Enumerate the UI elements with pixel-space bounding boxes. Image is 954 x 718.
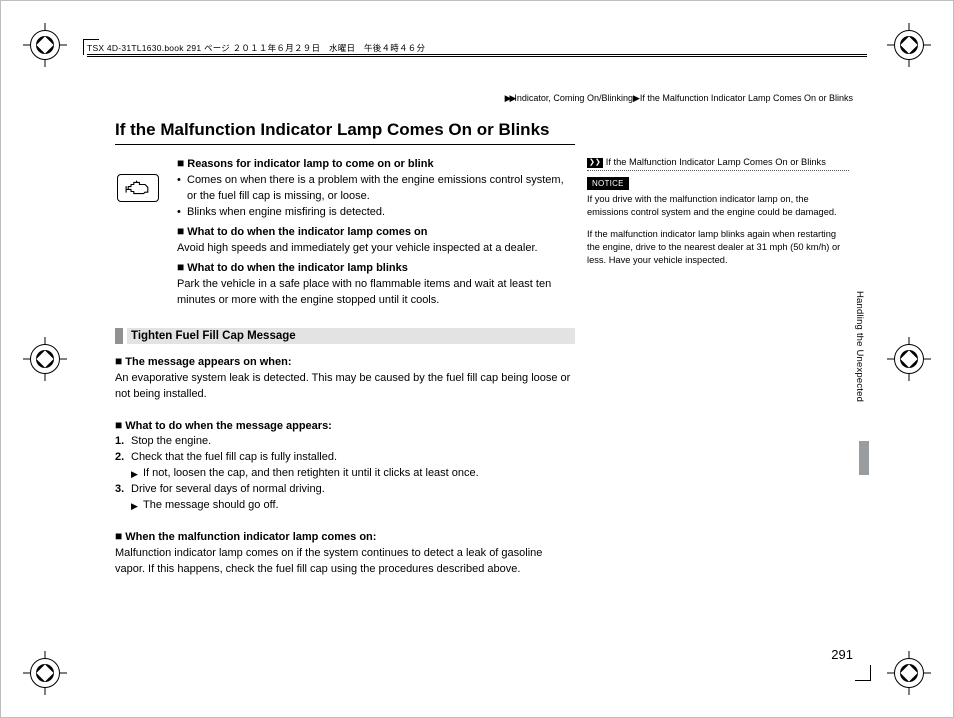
crop-mark xyxy=(855,665,871,681)
header-rule xyxy=(87,54,867,57)
section-bar-tab xyxy=(115,328,123,344)
registration-mark xyxy=(23,337,67,381)
bullet-item: Blinks when engine misfiring is detected… xyxy=(177,205,575,221)
page-title: If the Malfunction Indicator Lamp Comes … xyxy=(115,119,575,140)
registration-mark xyxy=(887,651,931,695)
sidebar-paragraph: If you drive with the malfunction indica… xyxy=(587,193,849,219)
square-bullet-icon: ■ xyxy=(177,260,184,274)
step-number: 3. xyxy=(115,482,124,498)
step-number: 1. xyxy=(115,434,124,450)
heading-mil: When the malfunction indicator lamp come… xyxy=(125,531,376,543)
chapter-tab: Handling the Unexpected xyxy=(849,291,869,451)
step-subtext: If not, loosen the cap, and then retight… xyxy=(115,466,575,482)
main-content: If the Malfunction Indicator Lamp Comes … xyxy=(115,119,575,578)
section-bar-title: Tighten Fuel Fill Cap Message xyxy=(127,328,575,344)
heading-comes-on: What to do when the indicator lamp comes… xyxy=(187,226,427,238)
step-text: Check that the fuel fill cap is fully in… xyxy=(131,451,337,463)
engine-icon xyxy=(117,174,159,202)
square-bullet-icon: ■ xyxy=(115,529,122,543)
sidebar: ❯❯ If the Malfunction Indicator Lamp Com… xyxy=(587,156,849,276)
sidebar-title-row: ❯❯ If the Malfunction Indicator Lamp Com… xyxy=(587,156,849,171)
heading-appears: The message appears on when: xyxy=(125,356,291,368)
body-appears: An evaporative system leak is detected. … xyxy=(115,371,575,403)
sidebar-paragraph: If the malfunction indicator lamp blinks… xyxy=(587,228,849,267)
step-subtext: The message should go off. xyxy=(115,498,575,514)
heading-whatdo: What to do when the message appears: xyxy=(125,420,332,432)
square-bullet-icon: ■ xyxy=(177,224,184,238)
step-item: 1. Stop the engine. xyxy=(115,434,575,450)
registration-mark xyxy=(23,651,67,695)
print-header: TSX 4D-31TL1630.book 291 ページ ２０１１年６月２９日 … xyxy=(87,41,867,55)
page-number: 291 xyxy=(831,647,853,662)
registration-mark xyxy=(887,23,931,67)
print-stamp: TSX 4D-31TL1630.book 291 ページ ２０１１年６月２９日 … xyxy=(87,42,425,54)
registration-mark xyxy=(887,337,931,381)
step-text: Stop the engine. xyxy=(131,435,211,447)
square-bullet-icon: ■ xyxy=(115,354,122,368)
breadcrumb: ▶▶Indicator, Coming On/Blinking▶If the M… xyxy=(505,93,853,104)
body-blinks: Park the vehicle in a safe place with no… xyxy=(177,277,575,309)
breadcrumb-segment: Indicator, Coming On/Blinking xyxy=(514,93,633,103)
sidebar-title: If the Malfunction Indicator Lamp Comes … xyxy=(606,156,826,169)
heading-reasons: Reasons for indicator lamp to come on or… xyxy=(187,158,433,170)
square-bullet-icon: ■ xyxy=(115,418,122,432)
bullet-item: Comes on when there is a problem with th… xyxy=(177,173,575,205)
square-bullet-icon: ■ xyxy=(177,156,184,170)
step-number: 2. xyxy=(115,450,124,466)
notice-badge: NOTICE xyxy=(587,177,629,190)
body-mil: Malfunction indicator lamp comes on if t… xyxy=(115,546,575,578)
breadcrumb-arrow: ▶ xyxy=(633,93,640,103)
body-comes-on: Avoid high speeds and immediately get yo… xyxy=(177,241,575,257)
registration-mark xyxy=(23,23,67,67)
chapter-tab-label: Handling the Unexpected xyxy=(854,291,865,402)
step-text: Drive for several days of normal driving… xyxy=(131,483,325,495)
title-rule xyxy=(115,144,575,145)
sidebar-chip-icon: ❯❯ xyxy=(587,158,603,168)
block-reasons: ■Reasons for indicator lamp to come on o… xyxy=(115,155,575,308)
heading-blinks: What to do when the indicator lamp blink… xyxy=(187,262,408,274)
step-item: 2. Check that the fuel fill cap is fully … xyxy=(115,450,575,466)
step-item: 3. Drive for several days of normal drivi… xyxy=(115,482,575,498)
breadcrumb-segment: If the Malfunction Indicator Lamp Comes … xyxy=(640,93,853,103)
section-bar: Tighten Fuel Fill Cap Message xyxy=(115,327,575,345)
chapter-tab-marker xyxy=(859,441,869,475)
section-fuel-cap: ■The message appears on when: An evapora… xyxy=(115,353,575,578)
breadcrumb-arrows: ▶▶ xyxy=(505,93,515,103)
